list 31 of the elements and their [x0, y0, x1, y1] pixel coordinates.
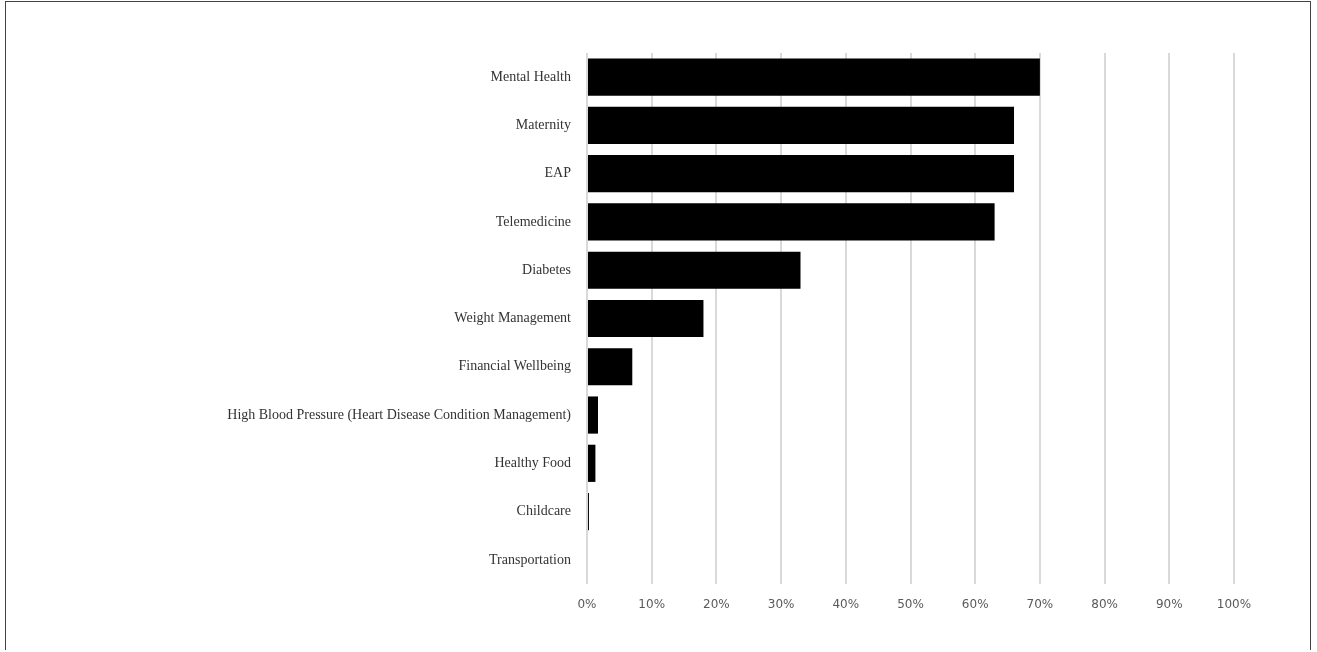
y-tick-label: High Blood Pressure (Heart Disease Condition Management)	[227, 406, 572, 423]
bar	[588, 396, 598, 434]
x-tick-label: 80%	[1091, 597, 1118, 612]
y-tick-label: Childcare	[516, 503, 571, 519]
bar	[588, 58, 1040, 96]
x-tick-label: 0%	[577, 597, 597, 612]
y-tick-label: Transportation	[489, 551, 571, 567]
x-tick-label: 10%	[638, 597, 666, 612]
bar	[588, 348, 633, 386]
x-tick-label: 90%	[1155, 597, 1183, 612]
x-tick-label: 50%	[897, 597, 924, 612]
x-tick-label: 100%	[1216, 597, 1252, 612]
bar	[588, 106, 1015, 144]
bar	[588, 251, 801, 289]
bar	[588, 444, 596, 482]
y-tick-label: Weight Management	[454, 310, 572, 326]
bar	[588, 203, 995, 241]
x-tick-label: 20%	[703, 597, 730, 612]
y-tick-label: EAP	[544, 165, 572, 181]
y-tick-label: Maternity	[515, 117, 571, 133]
x-tick-label: 60%	[961, 597, 989, 612]
bar	[588, 299, 704, 338]
y-tick-label: Telemedicine	[495, 213, 571, 229]
y-tick-label: Healthy Food	[494, 454, 571, 470]
x-tick-label: 30%	[767, 597, 795, 612]
x-tick-label: 40%	[832, 597, 860, 612]
x-tick-label: 70%	[1026, 597, 1054, 612]
y-tick-label: Mental Health	[490, 68, 571, 84]
y-tick-label: Diabetes	[522, 261, 571, 277]
bar	[588, 155, 1015, 193]
y-tick-label: Financial Wellbeing	[458, 358, 571, 374]
